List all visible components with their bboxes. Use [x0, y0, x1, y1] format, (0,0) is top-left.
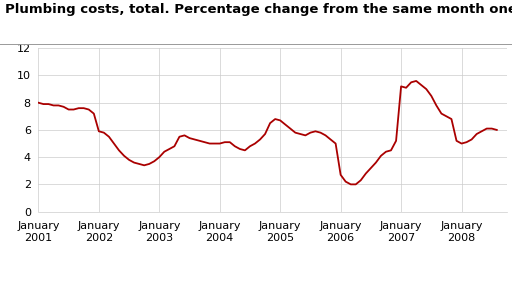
Text: Plumbing costs, total. Percentage change from the same month one year before: Plumbing costs, total. Percentage change…: [5, 3, 512, 16]
